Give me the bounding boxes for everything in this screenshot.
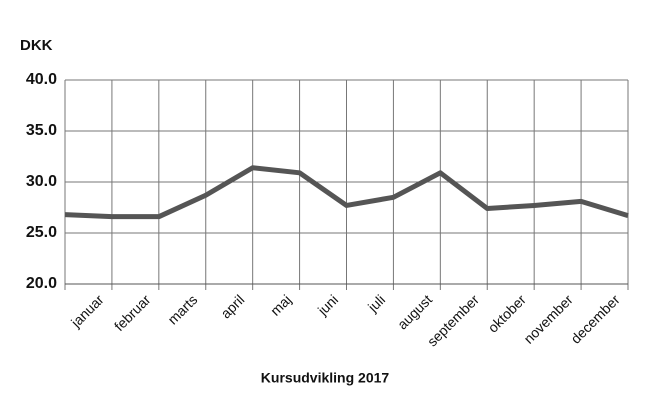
y-tick-label: 25.0 — [26, 224, 57, 241]
y-axis-label: DKK — [20, 37, 53, 54]
x-tick-label: august — [394, 291, 435, 332]
x-tick-label: oktober — [485, 291, 530, 336]
x-tick-label: september — [424, 291, 482, 349]
x-tick-label: februar — [111, 291, 154, 334]
x-tick-label: maj — [267, 291, 294, 318]
y-tick-label: 20.0 — [26, 275, 57, 292]
x-tick-label: december — [567, 291, 623, 347]
x-tick-label: juni — [314, 291, 341, 318]
x-tick-label: april — [217, 291, 247, 321]
series-line — [64, 165, 629, 220]
x-axis-label: Kursudvikling 2017 — [261, 370, 390, 386]
x-tick-label: juli — [364, 291, 388, 315]
x-tick-label: november — [520, 291, 576, 347]
y-tick-label: 40.0 — [26, 71, 57, 88]
x-tick-label: marts — [164, 291, 200, 327]
y-tick-label: 35.0 — [26, 122, 57, 139]
x-tick-label: januar — [67, 291, 107, 331]
y-tick-label: 30.0 — [26, 173, 57, 190]
